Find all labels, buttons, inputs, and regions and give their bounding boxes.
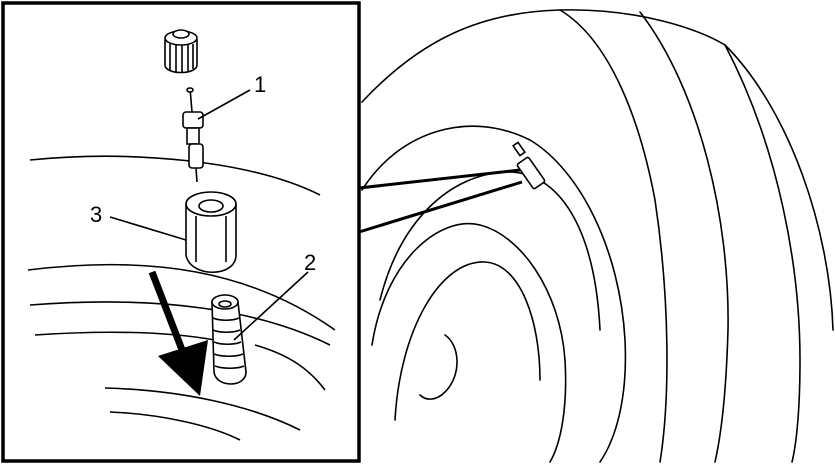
valve-core (182, 87, 204, 183)
valve-cap (164, 29, 198, 74)
valve-stem-on-tire (511, 141, 546, 190)
callout-label-3: 3 (90, 202, 102, 227)
leader-lines (109, 89, 309, 341)
callout-label-1: 1 (254, 72, 266, 97)
valve-core-tool (185, 191, 237, 274)
inset-frame (1, 1, 361, 463)
zoom-connector (358, 168, 523, 234)
direction-arrow (148, 270, 208, 396)
callout-label-2: 2 (304, 250, 316, 275)
inset-tire-arcs (27, 155, 336, 441)
tire-illustration (361, 9, 834, 463)
valve-stem (211, 294, 247, 385)
